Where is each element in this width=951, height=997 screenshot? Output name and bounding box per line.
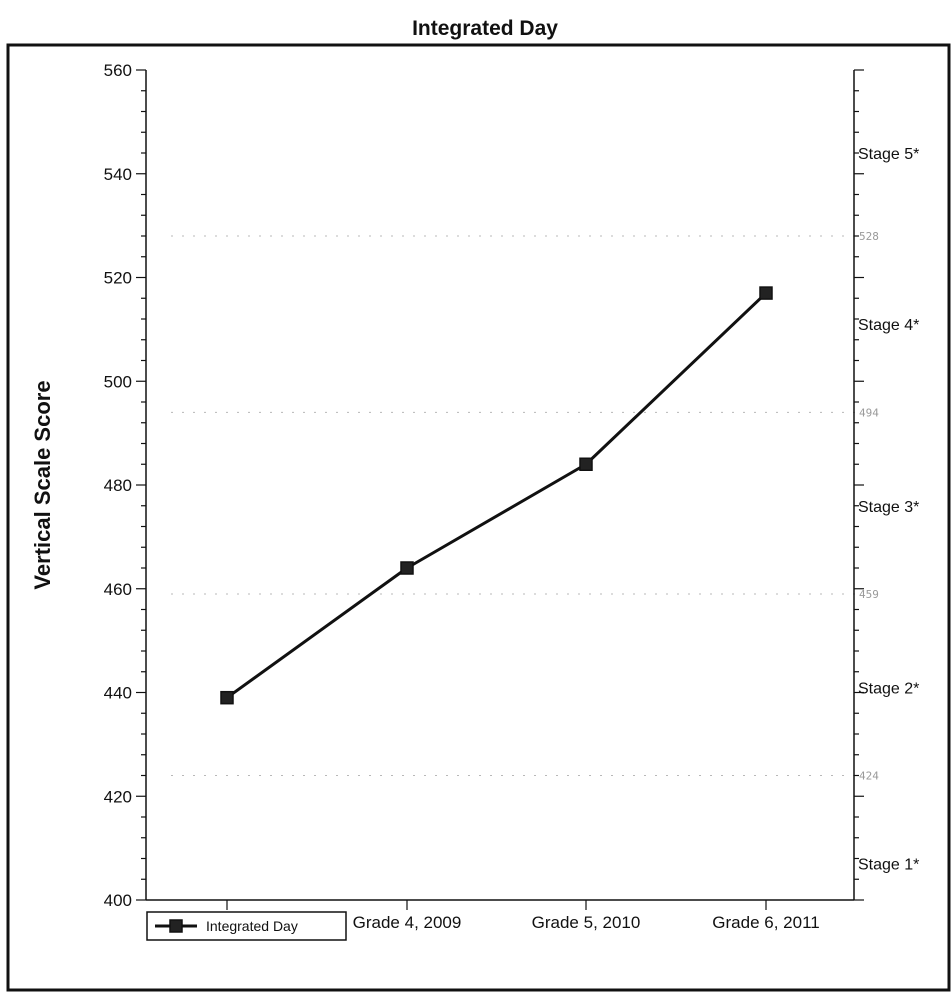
- legend: Integrated Day: [146, 911, 347, 941]
- chart-title: Integrated Day: [412, 17, 558, 40]
- cut-label-459: 459: [859, 588, 879, 601]
- y-axis-ticks: 400 420 440 460 480 500 520 540 560: [104, 61, 864, 910]
- data-point: [759, 286, 773, 300]
- cut-label-494: 494: [859, 406, 879, 419]
- legend-marker-swatch: [169, 919, 183, 933]
- chart-frame: [6, 43, 951, 992]
- data-point: [220, 690, 234, 705]
- y-tick-label-440: 440: [104, 684, 132, 703]
- y-tick-label-500: 500: [104, 372, 132, 391]
- legend-entry-integrated-day: Integrated Day: [206, 918, 298, 934]
- x-tick-label: Grade 5, 2010: [532, 913, 641, 932]
- stage-labels: Stage 5* Stage 4* Stage 3* Stage 2* Stage 1*: [858, 146, 919, 874]
- cut-label-424: 424: [859, 770, 879, 783]
- y-tick-label-540: 540: [104, 165, 132, 184]
- cut-score-lines: 528 494 459 424: [171, 230, 879, 783]
- stage-label: Stage 3*: [858, 499, 919, 516]
- x-tick-label: Grade 4, 2009: [353, 913, 462, 932]
- y-tick-label-480: 480: [104, 476, 132, 495]
- series-layer: [220, 286, 773, 705]
- x-tick-label: Grade 6, 2011: [712, 913, 819, 932]
- stage-label: Stage 2*: [858, 680, 919, 697]
- y-tick-label-460: 460: [104, 580, 132, 599]
- series-line: [226, 291, 768, 699]
- y-tick-label-420: 420: [104, 787, 132, 806]
- stage-label: Stage 1*: [858, 857, 919, 874]
- stage-label: Stage 5*: [858, 146, 919, 163]
- y-tick-label-520: 520: [104, 269, 132, 288]
- y-tick-label-400: 400: [104, 891, 132, 910]
- cut-label-528: 528: [859, 230, 879, 243]
- y-tick-label-560: 560: [104, 61, 132, 80]
- stage-label: Stage 4*: [858, 317, 919, 334]
- data-point: [579, 457, 593, 471]
- y-axis-label: Vertical Scale Score: [30, 380, 55, 589]
- data-point: [400, 561, 414, 575]
